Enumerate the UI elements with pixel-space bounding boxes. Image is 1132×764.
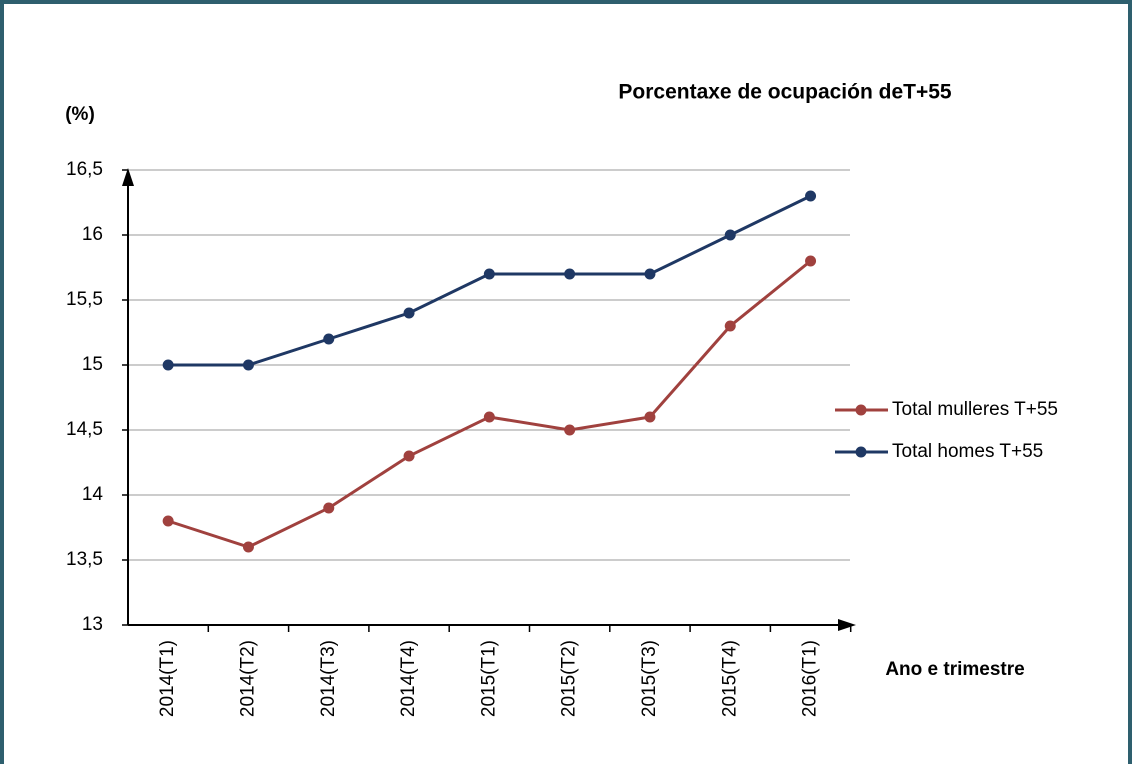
y-tick-label: 14,5 (66, 419, 103, 440)
y-tick-label: 16 (82, 224, 103, 245)
legend-label: Total mulleres T+55 (892, 399, 1058, 420)
data-point (483, 268, 495, 280)
data-point (644, 268, 656, 280)
x-axis-arrow (838, 619, 856, 631)
data-point (162, 515, 174, 527)
data-point (403, 307, 415, 319)
data-point (644, 411, 656, 423)
x-tick-label: 2014(T3) (318, 640, 339, 717)
x-tick-label: 2014(T2) (237, 640, 258, 717)
legend-marker (855, 404, 867, 416)
data-point (724, 229, 736, 241)
data-point (805, 255, 817, 267)
x-axis-label: Ano e trimestre (885, 659, 1024, 680)
data-point (564, 268, 576, 280)
legend-label: Total homes T+55 (892, 441, 1043, 462)
y-axis-label: (%) (65, 104, 95, 125)
y-tick-label: 15,5 (66, 289, 103, 310)
data-point (323, 333, 335, 345)
x-tick-label: 2015(T4) (719, 640, 740, 717)
data-point (162, 359, 174, 371)
data-point (724, 320, 736, 332)
data-point (564, 424, 576, 436)
y-tick-label: 16,5 (66, 159, 103, 180)
data-point (805, 190, 817, 202)
x-tick-label: 2015(T1) (478, 640, 499, 717)
x-tick-label: 2015(T3) (639, 640, 660, 717)
chart-title: Porcentaxe de ocupación deT+55 (618, 81, 952, 104)
data-point (323, 502, 335, 514)
data-point (242, 541, 254, 553)
legend-marker (855, 446, 867, 458)
x-tick-label: 2015(T2) (559, 640, 580, 717)
data-point (403, 450, 415, 462)
x-tick-label: 2014(T4) (398, 640, 419, 717)
y-tick-label: 13,5 (66, 549, 103, 570)
x-tick-label: 2014(T1) (157, 640, 178, 717)
y-tick-label: 13 (82, 614, 103, 635)
y-tick-label: 14 (82, 484, 104, 505)
y-axis-arrow (122, 168, 134, 186)
data-point (483, 411, 495, 423)
data-point (242, 359, 254, 371)
x-tick-label: 2016(T1) (800, 640, 821, 717)
y-tick-label: 15 (82, 354, 103, 375)
